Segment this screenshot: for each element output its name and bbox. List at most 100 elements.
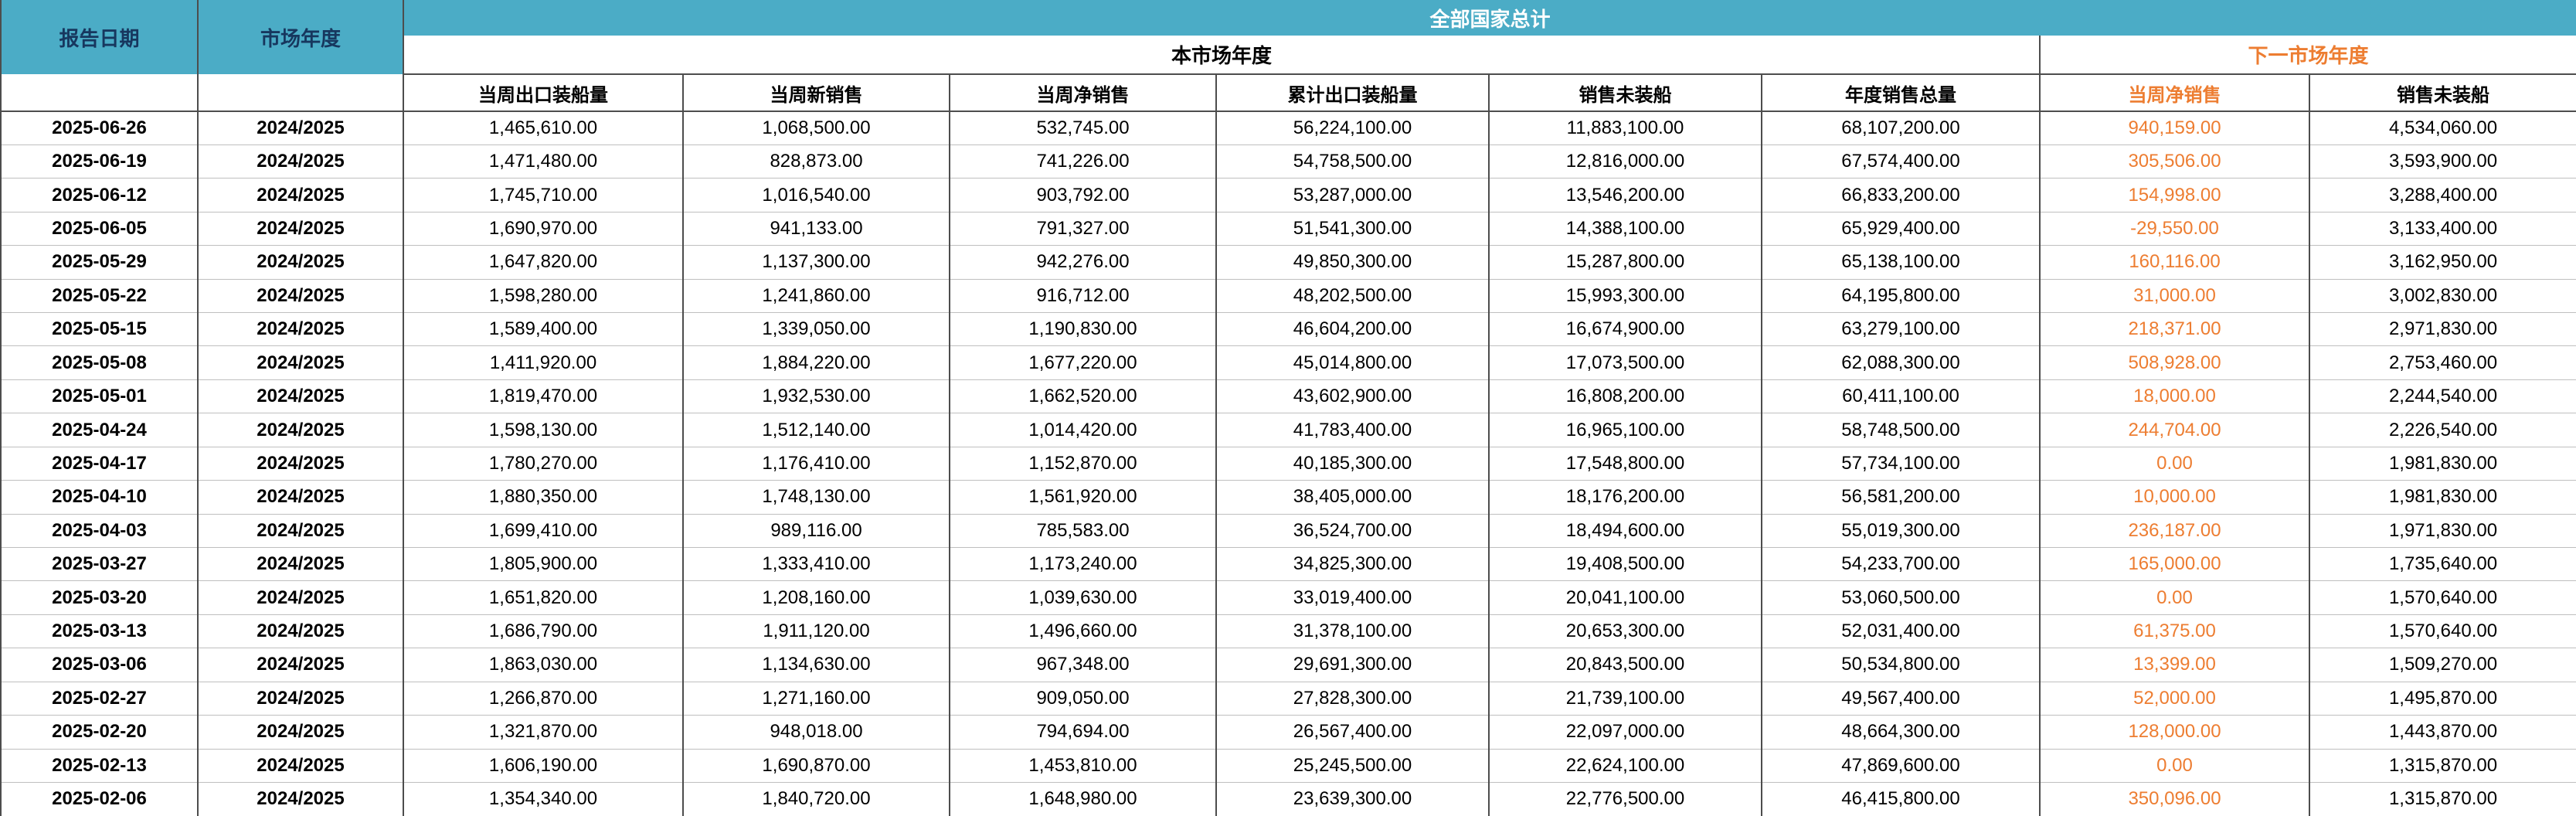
cell-value[interactable]: 1,981,830.00 <box>2308 480 2576 515</box>
cell-value[interactable]: 1,190,830.00 <box>949 312 1217 346</box>
cell-value[interactable]: 22,097,000.00 <box>1488 715 1762 750</box>
cell-market-year[interactable]: 2024/2025 <box>197 580 404 615</box>
cell-value[interactable]: 17,548,800.00 <box>1488 446 1762 481</box>
cell-value[interactable]: 1,333,410.00 <box>682 546 950 581</box>
cell-value[interactable]: 65,138,100.00 <box>1761 245 2041 280</box>
cell-value[interactable]: 3,162,950.00 <box>2308 245 2576 280</box>
cell-value[interactable]: 43,602,900.00 <box>1215 379 1490 413</box>
cell-value[interactable]: 31,378,100.00 <box>1215 614 1490 648</box>
cell-value[interactable]: 948,018.00 <box>682 715 950 750</box>
cell-value[interactable]: 1,354,340.00 <box>403 781 684 816</box>
cell-value[interactable]: 62,088,300.00 <box>1761 345 2041 380</box>
cell-value[interactable]: 236,187.00 <box>2039 513 2310 548</box>
cell-value[interactable]: 1,699,410.00 <box>403 513 684 548</box>
cell-market-year[interactable]: 2024/2025 <box>197 278 404 313</box>
cell-value[interactable]: 49,850,300.00 <box>1215 245 1490 280</box>
cell-report-date[interactable]: 2025-06-12 <box>0 178 199 212</box>
cell-value[interactable]: 15,287,800.00 <box>1488 245 1762 280</box>
cell-report-date[interactable]: 2025-06-26 <box>0 111 199 145</box>
cell-report-date[interactable]: 2025-04-10 <box>0 480 199 515</box>
cell-value[interactable]: 29,691,300.00 <box>1215 648 1490 682</box>
cell-value[interactable]: 1,509,270.00 <box>2308 648 2576 682</box>
cell-value[interactable]: 38,405,000.00 <box>1215 480 1490 515</box>
cell-value[interactable]: 16,674,900.00 <box>1488 312 1762 346</box>
cell-value[interactable]: 128,000.00 <box>2039 715 2310 750</box>
cell-value[interactable]: 68,107,200.00 <box>1761 111 2041 145</box>
cell-value[interactable]: 1,241,860.00 <box>682 278 950 313</box>
cell-value[interactable]: 60,411,100.00 <box>1761 379 2041 413</box>
cell-report-date[interactable]: 2025-03-20 <box>0 580 199 615</box>
cell-market-year[interactable]: 2024/2025 <box>197 748 404 783</box>
cell-value[interactable]: 508,928.00 <box>2039 345 2310 380</box>
cell-value[interactable]: 828,873.00 <box>682 144 950 178</box>
cell-value[interactable]: 58,748,500.00 <box>1761 413 2041 447</box>
cell-market-year[interactable]: 2024/2025 <box>197 245 404 280</box>
cell-report-date[interactable]: 2025-04-03 <box>0 513 199 548</box>
cell-value[interactable]: 2,226,540.00 <box>2308 413 2576 447</box>
cell-value[interactable]: 18,494,600.00 <box>1488 513 1762 548</box>
cell-value[interactable]: 15,993,300.00 <box>1488 278 1762 313</box>
cell-market-year[interactable]: 2024/2025 <box>197 648 404 682</box>
cell-value[interactable]: 20,653,300.00 <box>1488 614 1762 648</box>
cell-value[interactable]: 1,315,870.00 <box>2308 781 2576 816</box>
cell-value[interactable]: 57,734,100.00 <box>1761 446 2041 481</box>
cell-value[interactable]: 18,176,200.00 <box>1488 480 1762 515</box>
cell-value[interactable]: 1,677,220.00 <box>949 345 1217 380</box>
cell-value[interactable]: 45,014,800.00 <box>1215 345 1490 380</box>
cell-market-year[interactable]: 2024/2025 <box>197 480 404 515</box>
cell-value[interactable]: 23,639,300.00 <box>1215 781 1490 816</box>
cell-value[interactable]: 64,195,800.00 <box>1761 278 2041 313</box>
cell-value[interactable]: 791,327.00 <box>949 211 1217 246</box>
cell-value[interactable]: 1,039,630.00 <box>949 580 1217 615</box>
cell-value[interactable]: 1,266,870.00 <box>403 681 684 716</box>
cell-value[interactable]: 967,348.00 <box>949 648 1217 682</box>
cell-value[interactable]: 54,233,700.00 <box>1761 546 2041 581</box>
cell-value[interactable]: 1,598,130.00 <box>403 413 684 447</box>
cell-market-year[interactable]: 2024/2025 <box>197 144 404 178</box>
cell-value[interactable]: 1,152,870.00 <box>949 446 1217 481</box>
cell-value[interactable]: 1,315,870.00 <box>2308 748 2576 783</box>
cell-value[interactable]: 305,506.00 <box>2039 144 2310 178</box>
cell-value[interactable]: 1,662,520.00 <box>949 379 1217 413</box>
cell-report-date[interactable]: 2025-03-27 <box>0 546 199 581</box>
cell-value[interactable]: 1,589,400.00 <box>403 312 684 346</box>
cell-value[interactable]: 22,776,500.00 <box>1488 781 1762 816</box>
cell-value[interactable]: 56,581,200.00 <box>1761 480 2041 515</box>
cell-value[interactable]: 61,375.00 <box>2039 614 2310 648</box>
cell-value[interactable]: 1,647,820.00 <box>403 245 684 280</box>
cell-value[interactable]: 1,176,410.00 <box>682 446 950 481</box>
cell-report-date[interactable]: 2025-04-24 <box>0 413 199 447</box>
cell-value[interactable]: 2,971,830.00 <box>2308 312 2576 346</box>
cell-value[interactable]: 40,185,300.00 <box>1215 446 1490 481</box>
cell-value[interactable]: 1,570,640.00 <box>2308 580 2576 615</box>
cell-value[interactable]: 0.00 <box>2039 580 2310 615</box>
cell-value[interactable]: 909,050.00 <box>949 681 1217 716</box>
cell-value[interactable]: 55,019,300.00 <box>1761 513 2041 548</box>
cell-market-year[interactable]: 2024/2025 <box>197 513 404 548</box>
cell-value[interactable]: 741,226.00 <box>949 144 1217 178</box>
cell-value[interactable]: 48,202,500.00 <box>1215 278 1490 313</box>
cell-value[interactable]: 903,792.00 <box>949 178 1217 212</box>
cell-market-year[interactable]: 2024/2025 <box>197 379 404 413</box>
cell-report-date[interactable]: 2025-04-17 <box>0 446 199 481</box>
cell-value[interactable]: 244,704.00 <box>2039 413 2310 447</box>
cell-value[interactable]: 10,000.00 <box>2039 480 2310 515</box>
cell-value[interactable]: 18,000.00 <box>2039 379 2310 413</box>
cell-value[interactable]: 1,271,160.00 <box>682 681 950 716</box>
cell-value[interactable]: 17,073,500.00 <box>1488 345 1762 380</box>
cell-value[interactable]: 1,780,270.00 <box>403 446 684 481</box>
cell-report-date[interactable]: 2025-02-27 <box>0 681 199 716</box>
cell-market-year[interactable]: 2024/2025 <box>197 446 404 481</box>
cell-value[interactable]: 785,583.00 <box>949 513 1217 548</box>
cell-report-date[interactable]: 2025-02-13 <box>0 748 199 783</box>
cell-value[interactable]: 154,998.00 <box>2039 178 2310 212</box>
cell-report-date[interactable]: 2025-06-05 <box>0 211 199 246</box>
cell-value[interactable]: 1,016,540.00 <box>682 178 950 212</box>
cell-value[interactable]: 1,971,830.00 <box>2308 513 2576 548</box>
cell-market-year[interactable]: 2024/2025 <box>197 715 404 750</box>
cell-value[interactable]: 1,735,640.00 <box>2308 546 2576 581</box>
cell-value[interactable]: 1,495,870.00 <box>2308 681 2576 716</box>
cell-value[interactable]: -29,550.00 <box>2039 211 2310 246</box>
cell-value[interactable]: 1,819,470.00 <box>403 379 684 413</box>
cell-value[interactable]: 2,244,540.00 <box>2308 379 2576 413</box>
